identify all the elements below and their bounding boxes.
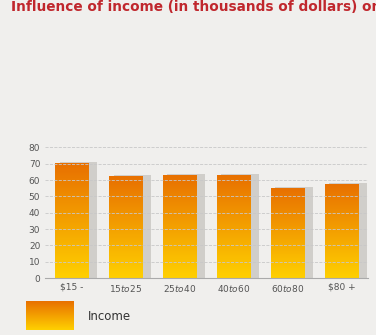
Bar [275, 187, 313, 278]
Text: Influence of income (in thousands of dollars) on agreement with the statement th: Influence of income (in thousands of dol… [11, 0, 376, 14]
Bar [114, 175, 151, 278]
Bar [167, 174, 205, 278]
Bar [329, 183, 367, 278]
Bar [221, 174, 259, 278]
Bar [60, 162, 97, 278]
Text: Income: Income [88, 310, 131, 323]
